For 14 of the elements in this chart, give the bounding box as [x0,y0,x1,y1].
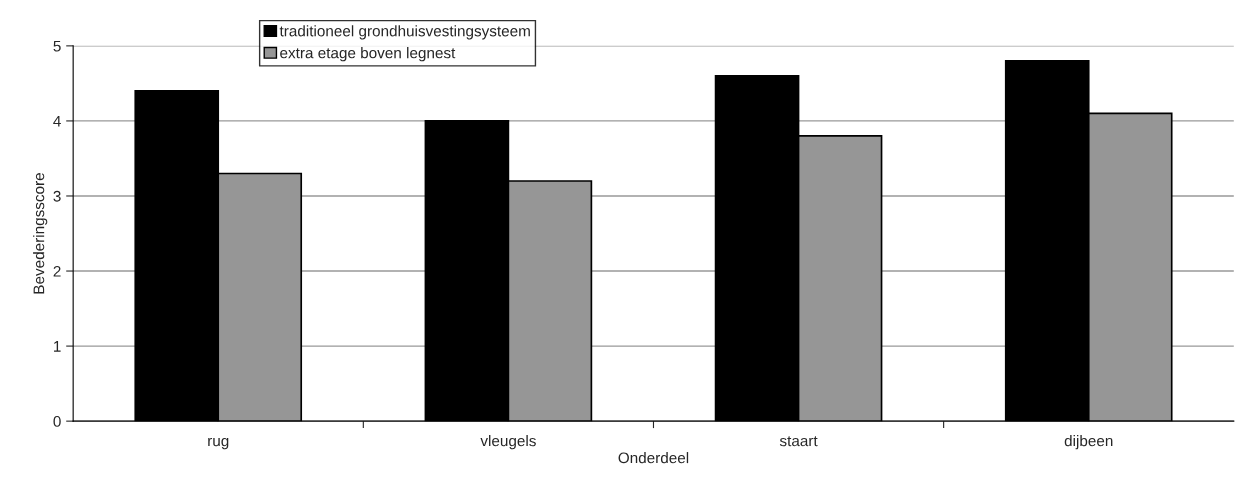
y-tick-label: 3 [53,190,61,202]
y-axis-title: Bevederingsscore [33,173,48,294]
y-tick-label: 5 [53,40,61,52]
x-tick-label: vleugels [480,435,536,450]
y-tick-label: 0 [53,416,61,427]
x-tick-label: dijbeen [1064,435,1113,450]
x-tick-label: staart [779,436,818,447]
y-tick-label: 4 [53,115,61,127]
y-tick-label: 1 [54,341,61,352]
x-axis-title: Onderdeel [618,452,689,464]
x-tick-label: rug [208,437,229,450]
legend-label: traditioneel grondhuisvestingsysteem [279,25,530,40]
y-tick-label: 2 [53,265,61,277]
legend-label: extra etage boven legnest [280,47,456,62]
